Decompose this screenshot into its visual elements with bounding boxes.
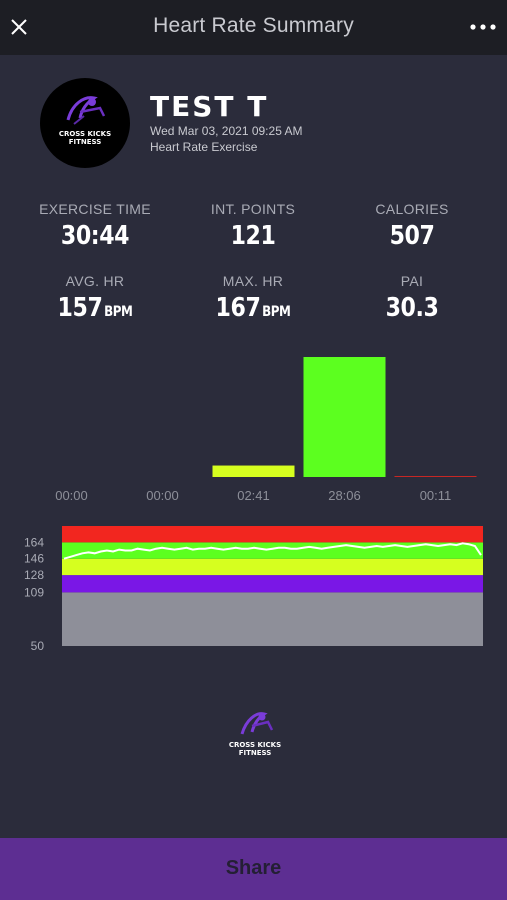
- logo-text-line1: CROSS KICKS: [58, 130, 112, 138]
- stat-label: PAI: [400, 273, 424, 289]
- stat-unit: BPM: [104, 304, 133, 320]
- logo-text-line2: FITNESS: [238, 749, 272, 757]
- top-bar: Heart Rate Summary: [0, 0, 507, 55]
- hr-zone-band: [62, 592, 483, 646]
- more-dots-icon[interactable]: [469, 18, 497, 36]
- brand-logo-icon: [240, 712, 274, 735]
- stat-calories: CALORIES 507: [327, 201, 497, 251]
- user-name: TEST T: [150, 90, 269, 123]
- zone-bar: [394, 476, 477, 477]
- zone-time-bar-chart: 00:00 00:00 02:41 28:06 00:11: [55, 357, 477, 503]
- stat-pai: PAI 30.3: [327, 273, 497, 323]
- hr-axis-tick: 128: [24, 568, 44, 582]
- zone-bar: [303, 357, 386, 477]
- zone-bar: [212, 465, 295, 477]
- zone-bar-label: 00:00: [146, 488, 179, 503]
- stat-value: 167 BPM: [181, 293, 326, 323]
- heart-rate-line: [63, 542, 482, 560]
- page-title: Heart Rate Summary: [153, 14, 354, 37]
- stat-value: 30.3: [385, 293, 439, 323]
- stat-value: 507: [389, 221, 435, 251]
- stat-avg-hr: AVG. HR 157 BPM: [10, 273, 180, 323]
- heart-rate-zone-chart: 164 146 128 109 50: [24, 526, 483, 653]
- share-label: Share: [225, 857, 282, 879]
- hr-zone-band: [62, 558, 483, 576]
- stat-number: 167: [215, 293, 261, 323]
- hr-axis-tick: 50: [31, 639, 45, 653]
- zone-bar-label: 00:00: [55, 488, 88, 503]
- hr-zone-band: [62, 575, 483, 593]
- stat-number: 157: [57, 293, 103, 323]
- stat-label: EXERCISE TIME: [39, 201, 151, 217]
- share-button[interactable]: Share: [0, 838, 507, 900]
- stat-label: CALORIES: [375, 201, 449, 217]
- hr-axis-tick: 109: [24, 585, 44, 599]
- stat-label: MAX. HR: [222, 273, 284, 289]
- stat-value: 30:44: [60, 221, 130, 251]
- hr-axis-tick: 164: [24, 535, 44, 549]
- stat-exercise-time: EXERCISE TIME 30:44: [10, 201, 180, 251]
- stat-int-points: INT. POINTS 121: [168, 201, 338, 251]
- stat-value: 157 BPM: [23, 293, 168, 323]
- avatar: CROSS KICKS FITNESS: [40, 78, 130, 168]
- brand-logo-icon: [66, 96, 106, 125]
- hr-zone-band: [62, 526, 483, 543]
- stat-value: 121: [230, 221, 276, 251]
- activity-type: Heart Rate Exercise: [150, 140, 258, 154]
- zone-bar-label: 02:41: [237, 488, 270, 503]
- hr-axis-tick: 146: [24, 552, 44, 566]
- stat-max-hr: MAX. HR 167 BPM: [168, 273, 338, 323]
- logo-text-line2: FITNESS: [68, 138, 102, 146]
- logo-text-line1: CROSS KICKS: [228, 741, 282, 749]
- stat-unit: BPM: [262, 304, 291, 320]
- stat-label: AVG. HR: [65, 273, 125, 289]
- stat-label: INT. POINTS: [210, 201, 296, 217]
- footer-logo: CROSS KICKS FITNESS: [228, 708, 282, 760]
- zone-bar-label: 28:06: [328, 488, 361, 503]
- zone-bar-label: 00:11: [420, 488, 452, 503]
- close-icon[interactable]: [8, 16, 30, 38]
- session-datetime: Wed Mar 03, 2021 09:25 AM: [150, 124, 303, 138]
